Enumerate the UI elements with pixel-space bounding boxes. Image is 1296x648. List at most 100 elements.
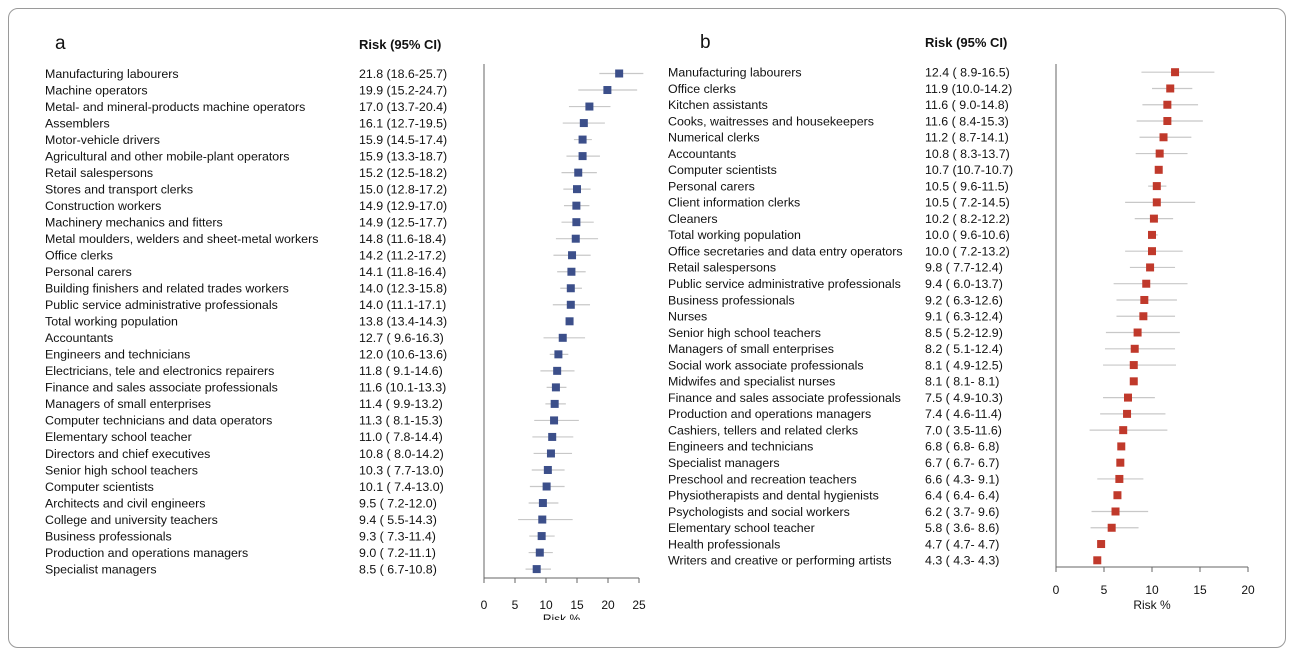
point-estimate-marker (542, 482, 551, 491)
point-estimate-marker (532, 565, 541, 574)
point-estimate-marker (1133, 328, 1142, 337)
row-label: Computer technicians and data operators (45, 414, 272, 428)
row-label: Computer scientists (668, 163, 777, 177)
point-estimate-marker (538, 499, 547, 508)
point-estimate-marker (578, 152, 587, 161)
row-label: Managers of small enterprises (668, 342, 834, 356)
ci-column-header: Risk (95% CI) (925, 35, 1007, 50)
ci-value: 14.0 (11.1-17.1) (359, 298, 446, 312)
ci-column-header: Risk (95% CI) (359, 37, 441, 52)
row-label: Writers and creative or performing artis… (668, 554, 892, 568)
row-label: Elementary school teacher (668, 521, 815, 535)
point-estimate-marker (1123, 409, 1132, 418)
ci-value: 11.6 (10.1-13.3) (359, 381, 446, 395)
point-estimate-marker (1163, 100, 1172, 109)
row-label: Personal carers (668, 179, 755, 193)
point-estimate-marker (1119, 426, 1128, 435)
row-label: Senior high school teachers (668, 326, 821, 340)
ci-value: 8.5 ( 6.7-10.8) (359, 562, 437, 576)
row-label: Specialist managers (668, 456, 780, 470)
row-label: Total working population (45, 315, 178, 329)
point-estimate-marker (1149, 214, 1158, 223)
point-estimate-marker (567, 267, 576, 276)
point-estimate-marker (574, 168, 583, 177)
row-label: Production and operations managers (45, 546, 248, 560)
ci-value: 10.0 ( 9.6-10.6) (925, 228, 1010, 242)
ci-value: 11.9 (10.0-14.2) (925, 82, 1012, 96)
point-estimate-marker (1148, 247, 1156, 256)
ci-value: 9.4 ( 6.0-13.7) (925, 277, 1003, 291)
ci-value: 4.7 ( 4.7- 4.7) (925, 537, 999, 551)
ci-value: 10.8 ( 8.3-13.7) (925, 147, 1010, 161)
row-label: Public service administrative profession… (668, 277, 901, 291)
row-label: Cleaners (668, 212, 718, 226)
point-estimate-marker (1139, 312, 1148, 321)
point-estimate-marker (572, 201, 581, 210)
point-estimate-marker (1171, 68, 1180, 77)
x-tick-label: 5 (512, 598, 519, 612)
ci-value: 10.1 ( 7.4-13.0) (359, 480, 444, 494)
ci-value: 7.4 ( 4.6-11.4) (925, 407, 1002, 421)
ci-value: 6.6 ( 4.3- 9.1) (925, 472, 999, 486)
point-estimate-marker (543, 465, 552, 474)
ci-value: 10.3 ( 7.7-13.0) (359, 463, 444, 477)
ci-value: 11.8 ( 9.1-14.6) (359, 364, 443, 378)
point-estimate-marker (1155, 149, 1164, 158)
row-label: Business professionals (45, 529, 172, 543)
point-estimate-marker (553, 366, 562, 375)
row-label: Construction workers (45, 199, 161, 213)
point-estimate-marker (1116, 458, 1125, 467)
point-estimate-marker (568, 251, 577, 260)
point-estimate-marker (573, 185, 581, 194)
ci-value: 14.9 (12.9-17.0) (359, 199, 447, 213)
row-label: Kitchen assistants (668, 98, 768, 112)
ci-value: 9.3 ( 7.3-11.4) (359, 529, 436, 543)
x-tick-label: 0 (481, 598, 488, 612)
ci-value: 10.5 ( 7.2-14.5) (925, 196, 1010, 210)
row-label: Psychologists and social workers (668, 505, 850, 519)
row-label: Stores and transport clerks (45, 182, 193, 196)
row-label: Numerical clerks (668, 131, 760, 145)
point-estimate-marker (546, 449, 555, 458)
row-label: Office secretaries and data entry operat… (668, 244, 903, 258)
point-estimate-marker (571, 234, 580, 243)
point-estimate-marker (1115, 474, 1124, 483)
point-estimate-marker (572, 218, 581, 227)
point-estimate-marker (538, 515, 547, 524)
point-estimate-marker (1097, 540, 1106, 549)
point-estimate-marker (1113, 491, 1122, 500)
point-estimate-marker (551, 383, 560, 392)
row-label: Social work associate professionals (668, 358, 864, 372)
row-label: Specialist managers (45, 562, 157, 576)
ci-value: 10.8 ( 8.0-14.2) (359, 447, 444, 461)
row-label: Manufacturing labourers (45, 67, 179, 81)
ci-value: 9.8 ( 7.7-12.4) (925, 261, 1003, 275)
row-label: Finance and sales associate professional… (45, 381, 278, 395)
row-label: Public service administrative profession… (45, 298, 278, 312)
ci-value: 6.2 ( 3.7- 9.6) (925, 505, 999, 519)
ci-value: 9.1 ( 6.3-12.4) (925, 310, 1003, 324)
row-label: College and university teachers (45, 513, 218, 527)
row-label: Accountants (668, 147, 736, 161)
x-tick-label: 5 (1101, 583, 1108, 597)
ci-value: 7.0 ( 3.5-11.6) (925, 423, 1002, 437)
forest-plot-figure: a Risk (95% CI) 0 5 10 15 20 25 Risk % Manufactur… (45, 32, 1255, 620)
ci-value: 11.3 ( 8.1-15.3) (359, 414, 443, 428)
ci-value: 7.5 ( 4.9-10.3) (925, 391, 1003, 405)
row-label: Machine operators (45, 83, 148, 97)
row-label: Preschool and recreation teachers (668, 472, 857, 486)
ci-value: 9.0 ( 7.2-11.1) (359, 546, 436, 560)
row-label: Engineers and technicians (45, 348, 190, 362)
point-estimate-marker (1152, 182, 1161, 191)
ci-value: 8.1 ( 8.1- 8.1) (925, 375, 999, 389)
ci-value: 5.8 ( 3.6- 8.6) (925, 521, 999, 535)
ci-value: 11.6 ( 9.0-14.8) (925, 98, 1009, 112)
row-label: Managers of small enterprises (45, 397, 211, 411)
x-tick-label: 20 (1241, 583, 1255, 597)
point-estimate-marker (1129, 361, 1138, 370)
row-label: Machinery mechanics and fitters (45, 215, 223, 229)
ci-value: 13.8 (13.4-14.3) (359, 315, 447, 329)
row-label: Production and operations managers (668, 407, 871, 421)
row-label: Metal- and mineral-products machine oper… (45, 100, 305, 114)
ci-value: 4.3 ( 4.3- 4.3) (925, 554, 999, 568)
